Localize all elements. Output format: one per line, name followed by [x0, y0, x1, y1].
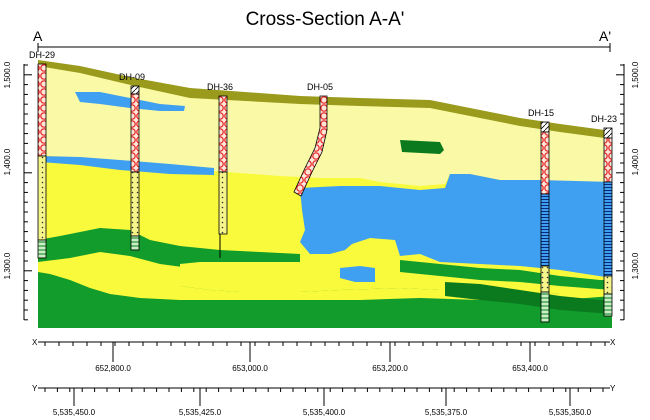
unit-blue-pocket: [340, 266, 375, 282]
x-axis-label: 652,800.0: [95, 364, 131, 373]
drillhole-interval-green-hatch: [37, 239, 47, 259]
unit-yellow-band: [38, 252, 612, 300]
section-end-label: A': [599, 28, 611, 44]
elevation-label: 1,500.0: [3, 61, 12, 88]
drillhole-interval-diagonal-hatch: [603, 127, 613, 139]
drillhole-interval-circles: [540, 131, 550, 195]
y-axis-label: 5,535,375.0: [425, 408, 468, 417]
elevation-axis-left: 1,500.0 1,400.0 1,300.0: [3, 61, 32, 321]
drillhole-interval-dots: [130, 171, 140, 237]
drillhole-interval-circles: [603, 137, 613, 183]
y-axis: Y Y 5,535,450.0 5,535,425.0 5,535,400.0 …: [32, 384, 616, 417]
drillhole-interval-blue-hatch: [603, 181, 613, 277]
drillhole-label: DH-09: [119, 72, 145, 82]
drillhole-interval-dots: [603, 275, 613, 295]
drillhole-dh-23[interactable]: DH-23: [591, 114, 617, 317]
drillhole-interval-green-hatch: [130, 235, 140, 251]
unit-blue-lens-upper: [75, 92, 185, 111]
drillhole-dh-36[interactable]: DH-36: [207, 82, 233, 258]
drillhole-interval-dots: [37, 155, 47, 241]
y-axis-label: 5,535,450.0: [53, 408, 96, 417]
drillhole-interval-dots: [218, 171, 228, 235]
drillhole-dh-09[interactable]: DH-09: [119, 72, 145, 251]
drillhole-interval-green-hatch: [540, 291, 550, 323]
drillhole-dh-29[interactable]: DH-29: [29, 50, 55, 259]
unit-blue-lens-middle: [40, 156, 214, 175]
unit-green: [38, 228, 612, 328]
y-axis-label: 5,535,425.0: [179, 408, 222, 417]
drillhole-interval-diagonal-hatch: [540, 121, 550, 133]
drillholes: DH-29 DH-09 DH-36 DH-05 D: [29, 50, 617, 323]
drillhole-inclined-trace: [293, 95, 328, 197]
drillhole-label: DH-15: [528, 108, 554, 118]
x-axis-label: 653,200.0: [372, 364, 408, 373]
section-title: Cross-Section A-A': [246, 9, 405, 30]
y-axis-label: 5,535,400.0: [303, 408, 346, 417]
x-axis-letter: X: [610, 338, 616, 347]
elevation-axis-right: 1,500.0 1,400.0 1,300.0: [616, 61, 640, 321]
unit-dark-green-lens: [445, 282, 612, 314]
y-axis-label: 5,535,350.0: [549, 408, 592, 417]
drillhole-interval-diagonal-hatch: [130, 85, 140, 95]
elevation-label: 1,300.0: [3, 252, 12, 279]
elevation-label: 1,500.0: [631, 61, 640, 88]
drillhole-interval-dots: [540, 265, 550, 293]
drillhole-label: DH-29: [29, 50, 55, 60]
x-axis: X X 652,800.0 653,000.0 653,200.0 653,40…: [32, 338, 616, 373]
elevation-label: 1,300.0: [631, 252, 640, 279]
drillhole-dh-05[interactable]: DH-05: [293, 82, 333, 197]
y-axis-letter: Y: [610, 384, 616, 393]
unit-dark-green-block: [400, 140, 444, 154]
unit-green-base: [38, 316, 612, 328]
drillhole-interval-circles: [218, 95, 228, 173]
drillhole-dh-15[interactable]: DH-15: [528, 108, 554, 323]
drillhole-label: DH-05: [307, 82, 333, 92]
y-axis-letter: Y: [32, 384, 38, 393]
elevation-label: 1,400.0: [631, 148, 640, 175]
unit-green-sliver: [400, 260, 612, 290]
geology-units: [38, 60, 612, 328]
elevation-label: 1,400.0: [3, 148, 12, 175]
x-axis-label: 653,000.0: [232, 364, 268, 373]
x-axis-label: 653,400.0: [512, 364, 548, 373]
drillhole-interval-circles: [37, 63, 47, 157]
drillhole-label: DH-23: [591, 114, 617, 124]
x-axis-letter: X: [32, 338, 38, 347]
section-start-label: A: [33, 28, 43, 44]
drillhole-interval-blue-hatch: [540, 193, 550, 267]
drillhole-interval-green-hatch: [603, 293, 613, 317]
drillhole-interval-circles: [130, 93, 140, 173]
unit-blue: [300, 174, 612, 278]
drillhole-label: DH-36: [207, 82, 233, 92]
